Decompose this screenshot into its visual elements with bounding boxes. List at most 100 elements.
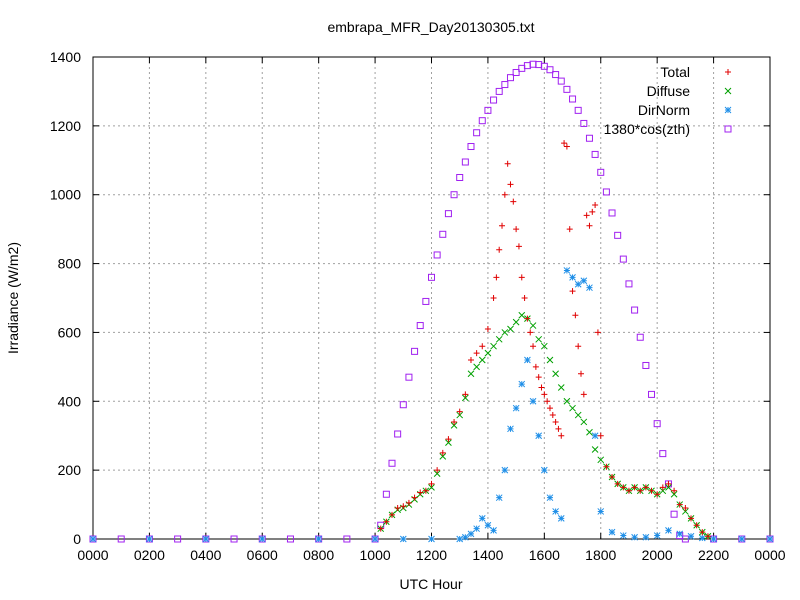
series-1380-cos-zth-	[89, 60, 774, 543]
data-point	[591, 432, 599, 440]
data-point	[569, 404, 576, 412]
data-point	[603, 463, 610, 470]
data-point	[411, 347, 419, 355]
data-point	[315, 535, 323, 543]
x-tick-label: 1000	[360, 547, 391, 563]
data-point	[698, 534, 706, 542]
data-point	[493, 274, 500, 281]
data-point	[574, 280, 582, 288]
data-point	[428, 273, 435, 281]
data-point	[473, 525, 480, 533]
data-point	[146, 535, 153, 543]
legend: Total Diffuse DirNorm 1380*cos(zth)	[604, 64, 732, 137]
series-total	[377, 140, 711, 540]
data-point	[591, 150, 599, 158]
data-point	[574, 411, 582, 419]
data-point	[642, 361, 650, 369]
data-point	[117, 535, 125, 543]
data-point	[501, 466, 509, 474]
data-point	[532, 363, 539, 370]
data-point	[563, 143, 570, 150]
data-point	[416, 322, 424, 330]
x-tick-label: 0200	[134, 547, 165, 563]
data-point	[574, 106, 582, 114]
series-dirnorm	[89, 267, 774, 543]
data-point	[546, 494, 554, 502]
data-point	[659, 487, 667, 495]
data-point	[609, 474, 616, 481]
data-point	[602, 188, 610, 196]
y-tick-label: 1000	[50, 187, 81, 203]
y-tick-label: 1400	[50, 49, 81, 65]
data-point	[89, 535, 97, 543]
grid	[93, 57, 770, 539]
data-point	[444, 210, 452, 218]
data-point	[451, 418, 458, 425]
data-point	[538, 384, 545, 391]
data-point	[343, 535, 351, 543]
data-point	[580, 418, 588, 426]
data-point	[557, 77, 565, 85]
data-point	[473, 363, 480, 371]
data-point	[670, 510, 678, 518]
data-point	[670, 490, 678, 498]
data-point	[461, 394, 469, 402]
data-point	[411, 494, 418, 501]
data-point	[428, 480, 435, 487]
data-point	[558, 432, 565, 439]
data-point	[428, 484, 435, 491]
data-point	[389, 511, 396, 518]
data-point	[665, 484, 672, 491]
data-point	[433, 470, 441, 477]
data-point	[258, 535, 266, 543]
data-point	[394, 430, 402, 438]
data-point	[619, 532, 627, 539]
data-point	[501, 191, 508, 198]
data-point	[583, 212, 590, 219]
data-point	[699, 529, 706, 536]
data-point	[653, 420, 661, 428]
data-point	[490, 96, 498, 104]
data-point	[405, 373, 413, 381]
data-point	[507, 425, 514, 433]
data-point	[450, 191, 458, 199]
data-point	[467, 356, 474, 363]
data-point	[286, 535, 294, 543]
data-point	[563, 397, 571, 405]
data-point	[501, 329, 509, 336]
data-point	[654, 491, 661, 498]
data-point	[510, 198, 517, 205]
data-point	[653, 532, 661, 539]
data-point	[580, 277, 588, 285]
data-point	[608, 209, 616, 217]
data-point	[608, 528, 616, 536]
data-point	[541, 391, 548, 398]
data-point	[631, 533, 638, 541]
data-point	[552, 418, 559, 425]
data-point	[597, 432, 604, 439]
x-tick-label: 1200	[416, 547, 447, 563]
x-tick-label: 0800	[303, 547, 334, 563]
data-point	[557, 384, 565, 391]
data-point	[557, 514, 565, 522]
data-point	[688, 515, 695, 522]
x-tick-label: 1600	[529, 547, 560, 563]
data-point	[422, 297, 430, 305]
legend-marker	[724, 87, 732, 95]
data-point	[591, 446, 599, 453]
data-point	[388, 459, 396, 467]
data-point	[371, 535, 379, 543]
data-point	[495, 335, 503, 343]
data-point	[428, 535, 435, 543]
data-point	[636, 333, 644, 341]
data-point	[530, 343, 537, 350]
data-point	[592, 202, 599, 209]
data-point	[549, 412, 556, 419]
data-point	[619, 255, 627, 263]
data-point	[433, 251, 441, 259]
chart-title: embrapa_MFR_Day20130305.txt	[327, 19, 534, 35]
data-point	[594, 329, 601, 336]
data-point	[563, 85, 571, 93]
data-point	[585, 134, 593, 142]
